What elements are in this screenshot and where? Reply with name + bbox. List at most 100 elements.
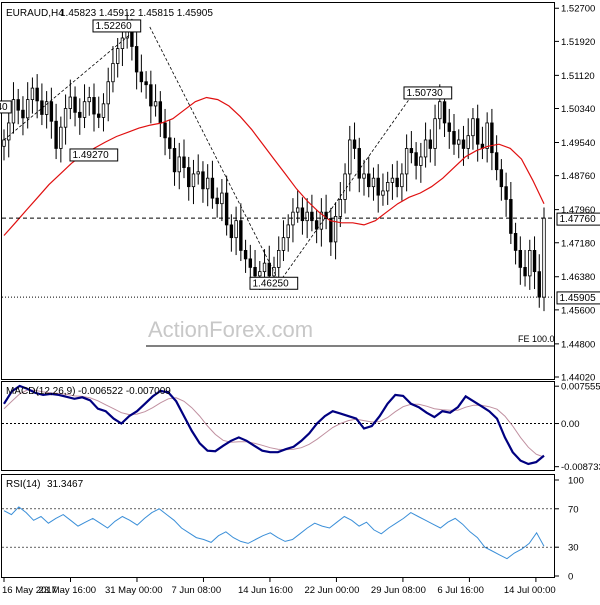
candle-body: [277, 250, 281, 268]
candle-body: [149, 84, 153, 107]
macd-y-tick-label: 0.00: [561, 419, 580, 430]
price-header-ohlc: 1.45823 1.45912 1.45815 1.45905: [60, 8, 213, 19]
rsi-line: [3, 506, 545, 560]
candle-body: [258, 271, 262, 277]
candle-body: [457, 139, 461, 145]
watermark: ActionForex.com: [148, 317, 313, 342]
candle-body: [442, 101, 447, 124]
candle-body: [390, 177, 395, 183]
annotation-swing-high-box: [92, 19, 142, 33]
candle-body: [385, 182, 390, 192]
candle-body: [16, 99, 20, 111]
candle-body: [158, 101, 163, 124]
candle-body: [187, 167, 191, 188]
annotation-swing-low-2-box: [249, 276, 299, 290]
candle-body: [253, 266, 257, 277]
candle-body: [172, 148, 177, 173]
rsi-panel: 100 70 30 0: [2, 476, 584, 583]
candle-body: [537, 271, 541, 298]
candle-body: [63, 108, 68, 128]
price-y-tick-label: 1.47180: [561, 238, 595, 249]
candle-body: [196, 171, 200, 175]
candle-body: [376, 177, 380, 196]
annotation-last-price-text: 1.45905: [560, 293, 597, 304]
candle-body: [40, 100, 44, 115]
candle-body: [78, 111, 82, 118]
candle-body: [224, 192, 229, 226]
candle-body: [490, 122, 494, 154]
annotation-last-price-box: [556, 291, 600, 305]
candle-body: [215, 197, 219, 205]
candle-body: [205, 177, 210, 190]
candle-body: [177, 156, 181, 173]
candle-body: [163, 122, 167, 139]
candle-body: [68, 96, 73, 109]
candle-body: [54, 120, 58, 149]
rsi-y-tick-label: 100: [568, 476, 584, 487]
price-header-symbol: EURAUD,H4: [6, 8, 64, 19]
candle-body: [300, 207, 305, 222]
candle-body: [73, 96, 77, 113]
candle-body: [7, 122, 11, 141]
annotation-swing-low-2-text: 1.46250: [253, 278, 290, 289]
candle-body: [92, 97, 96, 115]
candle-body: [239, 220, 243, 251]
macd-y-tick-label: 0.007555: [561, 382, 600, 393]
rsi-y-tick-label: 30: [568, 543, 579, 554]
price-y-tick-label: 1.44020: [561, 373, 595, 384]
x-tick-label: 22 Jun 00:00: [304, 585, 359, 596]
annotation-current-level-box: [556, 212, 600, 226]
candle-body: [438, 101, 442, 120]
candle-body: [428, 139, 433, 149]
candle-body: [513, 233, 518, 251]
price-y-tick-label: 1.49540: [561, 138, 595, 149]
fe-level-label: FE 100.0: [518, 334, 555, 344]
candle-body: [419, 156, 423, 166]
candle-body: [329, 218, 333, 243]
candle-body: [111, 63, 115, 83]
candle-body: [267, 262, 271, 277]
annotation-swing-high-2-box: [403, 86, 453, 100]
candle-body: [348, 139, 352, 175]
candle-body: [499, 169, 504, 188]
price-y-tick-label: 1.48760: [561, 171, 595, 182]
price-y-tick-label: 1.45600: [561, 305, 595, 316]
candle-body: [120, 37, 125, 50]
candle-body: [272, 266, 276, 277]
candle-body: [523, 266, 527, 277]
price-panel-frame: [1, 2, 555, 380]
candle-body: [485, 122, 489, 149]
candle-body: [400, 173, 404, 188]
candle-body: [305, 211, 309, 222]
candle-body: [286, 224, 290, 239]
trendline: [3, 26, 140, 141]
candle-body: [352, 139, 357, 149]
candle-body: [243, 250, 248, 260]
candle-body: [381, 190, 385, 196]
x-tick-label: 7 Jun 08:00: [171, 585, 221, 596]
candle-body: [461, 139, 466, 149]
candle-body: [367, 173, 371, 188]
candle-body: [414, 152, 418, 166]
annotation-left-edge-text: 40: [0, 102, 8, 113]
moving-average-line: [3, 96, 545, 236]
trendline: [149, 26, 280, 283]
candle-body: [82, 101, 87, 118]
candle-body: [295, 207, 300, 213]
candle-body: [201, 171, 205, 190]
candle-body: [153, 101, 158, 107]
rsi-header-values: 31.3467: [47, 479, 84, 490]
x-tick-label: 14 Jul 00:00: [504, 585, 556, 596]
rsi-y-tick-label: 70: [568, 504, 579, 515]
candle-body: [49, 101, 54, 122]
macd-header-title: MACD(12,26,9): [6, 386, 75, 397]
price-y-tick-label: 1.50340: [561, 104, 595, 115]
candle-body: [59, 126, 63, 149]
candle-body: [191, 173, 196, 188]
candle-body: [542, 217, 546, 298]
rsi-panel-frame: [1, 474, 555, 578]
candle-body: [134, 46, 139, 73]
x-tick-label: 16 May 2017: [2, 585, 57, 596]
